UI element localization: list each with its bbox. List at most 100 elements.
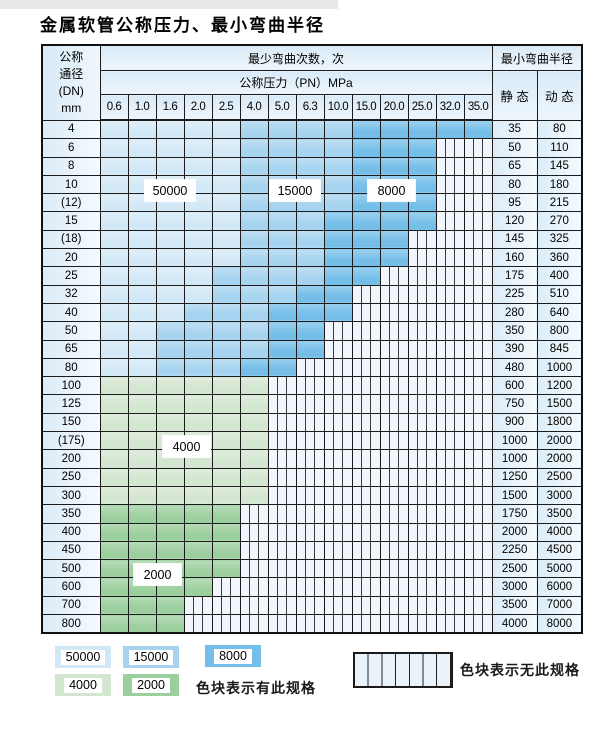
cycle-cell [435,174,465,195]
table-row: 40 280 640 [41,302,583,323]
cycle-cell [239,431,269,451]
cycle-cell [295,357,325,378]
static-radius-cell: 160 [491,248,538,268]
cycle-cell [155,540,185,561]
dn-header-line: mm [61,100,82,115]
cycle-cell [407,394,437,414]
cycle-cell [155,412,185,433]
cycle-cell [295,302,325,323]
legend-swatch-value: 50000 [60,649,106,665]
table-row: 450 2250 4500 [41,540,583,561]
cycle-cell [211,174,241,195]
static-radius-cell: 2250 [491,540,538,561]
cycle-cell [211,485,241,506]
cycle-cell [211,229,241,250]
cycle-cell [295,595,325,616]
cycle-cell [267,156,297,176]
cycle-cell [155,248,185,268]
table-row: 150 900 1800 [41,412,583,433]
cycle-cell [435,559,465,579]
cycle-cell [463,449,493,469]
pressure-value-header: 25.0 [407,94,437,121]
pressure-value-header: 6.3 [295,94,325,121]
static-radius-cell: 1000 [491,449,538,469]
static-radius-cell: 900 [491,412,538,433]
dn-cell: 350 [41,504,101,524]
static-radius-cell: 2000 [491,522,538,542]
table-row: 80 480 1000 [41,357,583,378]
dynamic-col-header: 动 态 [536,70,583,121]
dynamic-radius-cell: 800 [536,321,583,341]
cycle-cell [435,302,465,323]
cycle-cell [267,229,297,250]
dn-cell: 25 [41,266,101,286]
pressure-value-header: 0.6 [99,94,129,121]
cycle-cell [435,504,465,524]
pressure-value-header: 10.0 [323,94,353,121]
cycle-cell [323,485,353,506]
dn-cell: 10 [41,174,101,195]
cycle-cell [323,302,353,323]
table-row: 100 600 1200 [41,376,583,396]
cycle-cell [435,156,465,176]
cycle-cell [183,302,213,323]
cycle-cell [379,156,409,176]
cycle-cell [351,229,381,250]
cycle-cell [239,266,269,286]
cycle-cell [435,193,465,213]
cycle-cell [211,449,241,469]
cycle-cell [407,412,437,433]
cycle-cell [211,156,241,176]
cycle-cell [183,540,213,561]
cycle-cell [463,284,493,304]
cycle-cell [239,522,269,542]
cycle-cell [99,394,129,414]
cycle-cell [407,431,437,451]
cycle-cell [295,248,325,268]
cycle-cell [99,614,129,634]
dynamic-radius-cell: 2500 [536,467,583,487]
cycle-cell [211,467,241,487]
cycle-cell [127,156,157,176]
cycle-cell [295,412,325,433]
table-row: 65 390 845 [41,339,583,359]
cycle-cell [155,229,185,250]
cycle-cell [239,229,269,250]
cycle-cell [239,412,269,433]
cycle-cell [407,485,437,506]
cycle-cell [463,211,493,231]
cycle-cell [351,156,381,176]
cycle-cell [463,467,493,487]
dn-cell: 8 [41,156,101,176]
static-radius-cell: 120 [491,211,538,231]
cycle-cell [407,540,437,561]
pressure-value-header: 4.0 [239,94,269,121]
cycle-cell [155,595,185,616]
cycle-cell [239,302,269,323]
cycle-cell [379,229,409,250]
cycle-cell [351,302,381,323]
cycle-cell [239,284,269,304]
static-radius-cell: 4000 [491,614,538,634]
cycle-cell [183,119,213,140]
dynamic-radius-cell: 180 [536,174,583,195]
cycle-cell [295,485,325,506]
table-row: 600 3000 6000 [41,577,583,597]
cycle-cell [463,156,493,176]
cycle-cell [99,376,129,396]
cycle-cell [99,595,129,616]
dynamic-radius-cell: 4500 [536,540,583,561]
cycle-cell [267,119,297,140]
cycle-cell [127,522,157,542]
cycle-cell [127,431,157,451]
cycle-cell [183,485,213,506]
cycle-cell [267,485,297,506]
dynamic-radius-cell: 270 [536,211,583,231]
static-radius-cell: 225 [491,284,538,304]
cycle-cell [295,376,325,396]
cycle-cell [239,540,269,561]
static-radius-cell: 95 [491,193,538,213]
cycle-cell [211,559,241,579]
cycle-cell [351,412,381,433]
dn-cell: 600 [41,577,101,597]
